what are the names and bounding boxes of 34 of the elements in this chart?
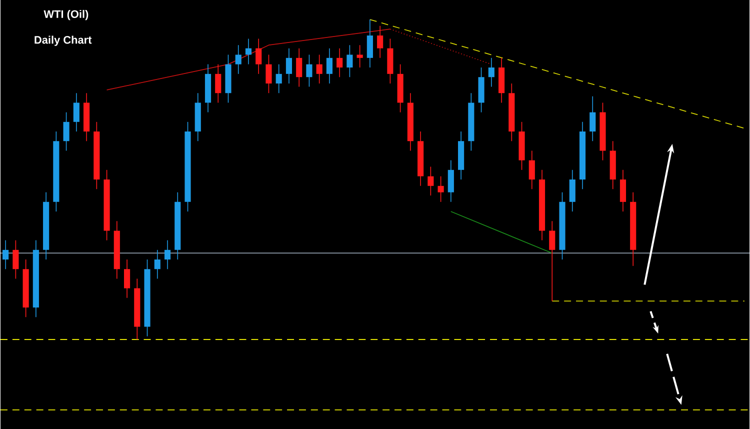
candlestick (336, 48, 343, 78)
candlestick (428, 166, 434, 196)
candlestick (215, 64, 222, 103)
candlestick (448, 160, 454, 202)
candlestick (266, 54, 272, 94)
candlestick (235, 44, 242, 74)
candlestick (620, 169, 626, 212)
candlestick (356, 44, 363, 68)
text: Daily Chart (34, 36, 92, 46)
candlestick (377, 25, 384, 58)
candlestick (590, 96, 596, 142)
candlestick (569, 169, 576, 212)
candlestick (256, 38, 262, 74)
candlestick (63, 112, 70, 151)
candlestick (438, 176, 444, 202)
candlestick (245, 38, 252, 65)
candlestick (366, 18, 373, 68)
candlestick (549, 220, 556, 302)
candlestick (528, 150, 535, 190)
candlestick (296, 48, 302, 87)
candlestick (326, 48, 332, 84)
candlestick (73, 92, 80, 132)
candlestick (306, 54, 312, 87)
candlestick (276, 64, 282, 94)
candlestick (2, 240, 9, 270)
candlestick (12, 240, 19, 279)
candlestick (488, 57, 494, 87)
candlestick (124, 258, 130, 298)
candlestick (346, 44, 353, 78)
candlestick (154, 249, 160, 279)
candlestick (286, 48, 292, 84)
candlestick (316, 54, 322, 84)
candlestick (164, 240, 171, 270)
chart-title: WTI (Oil) (44, 10, 88, 20)
